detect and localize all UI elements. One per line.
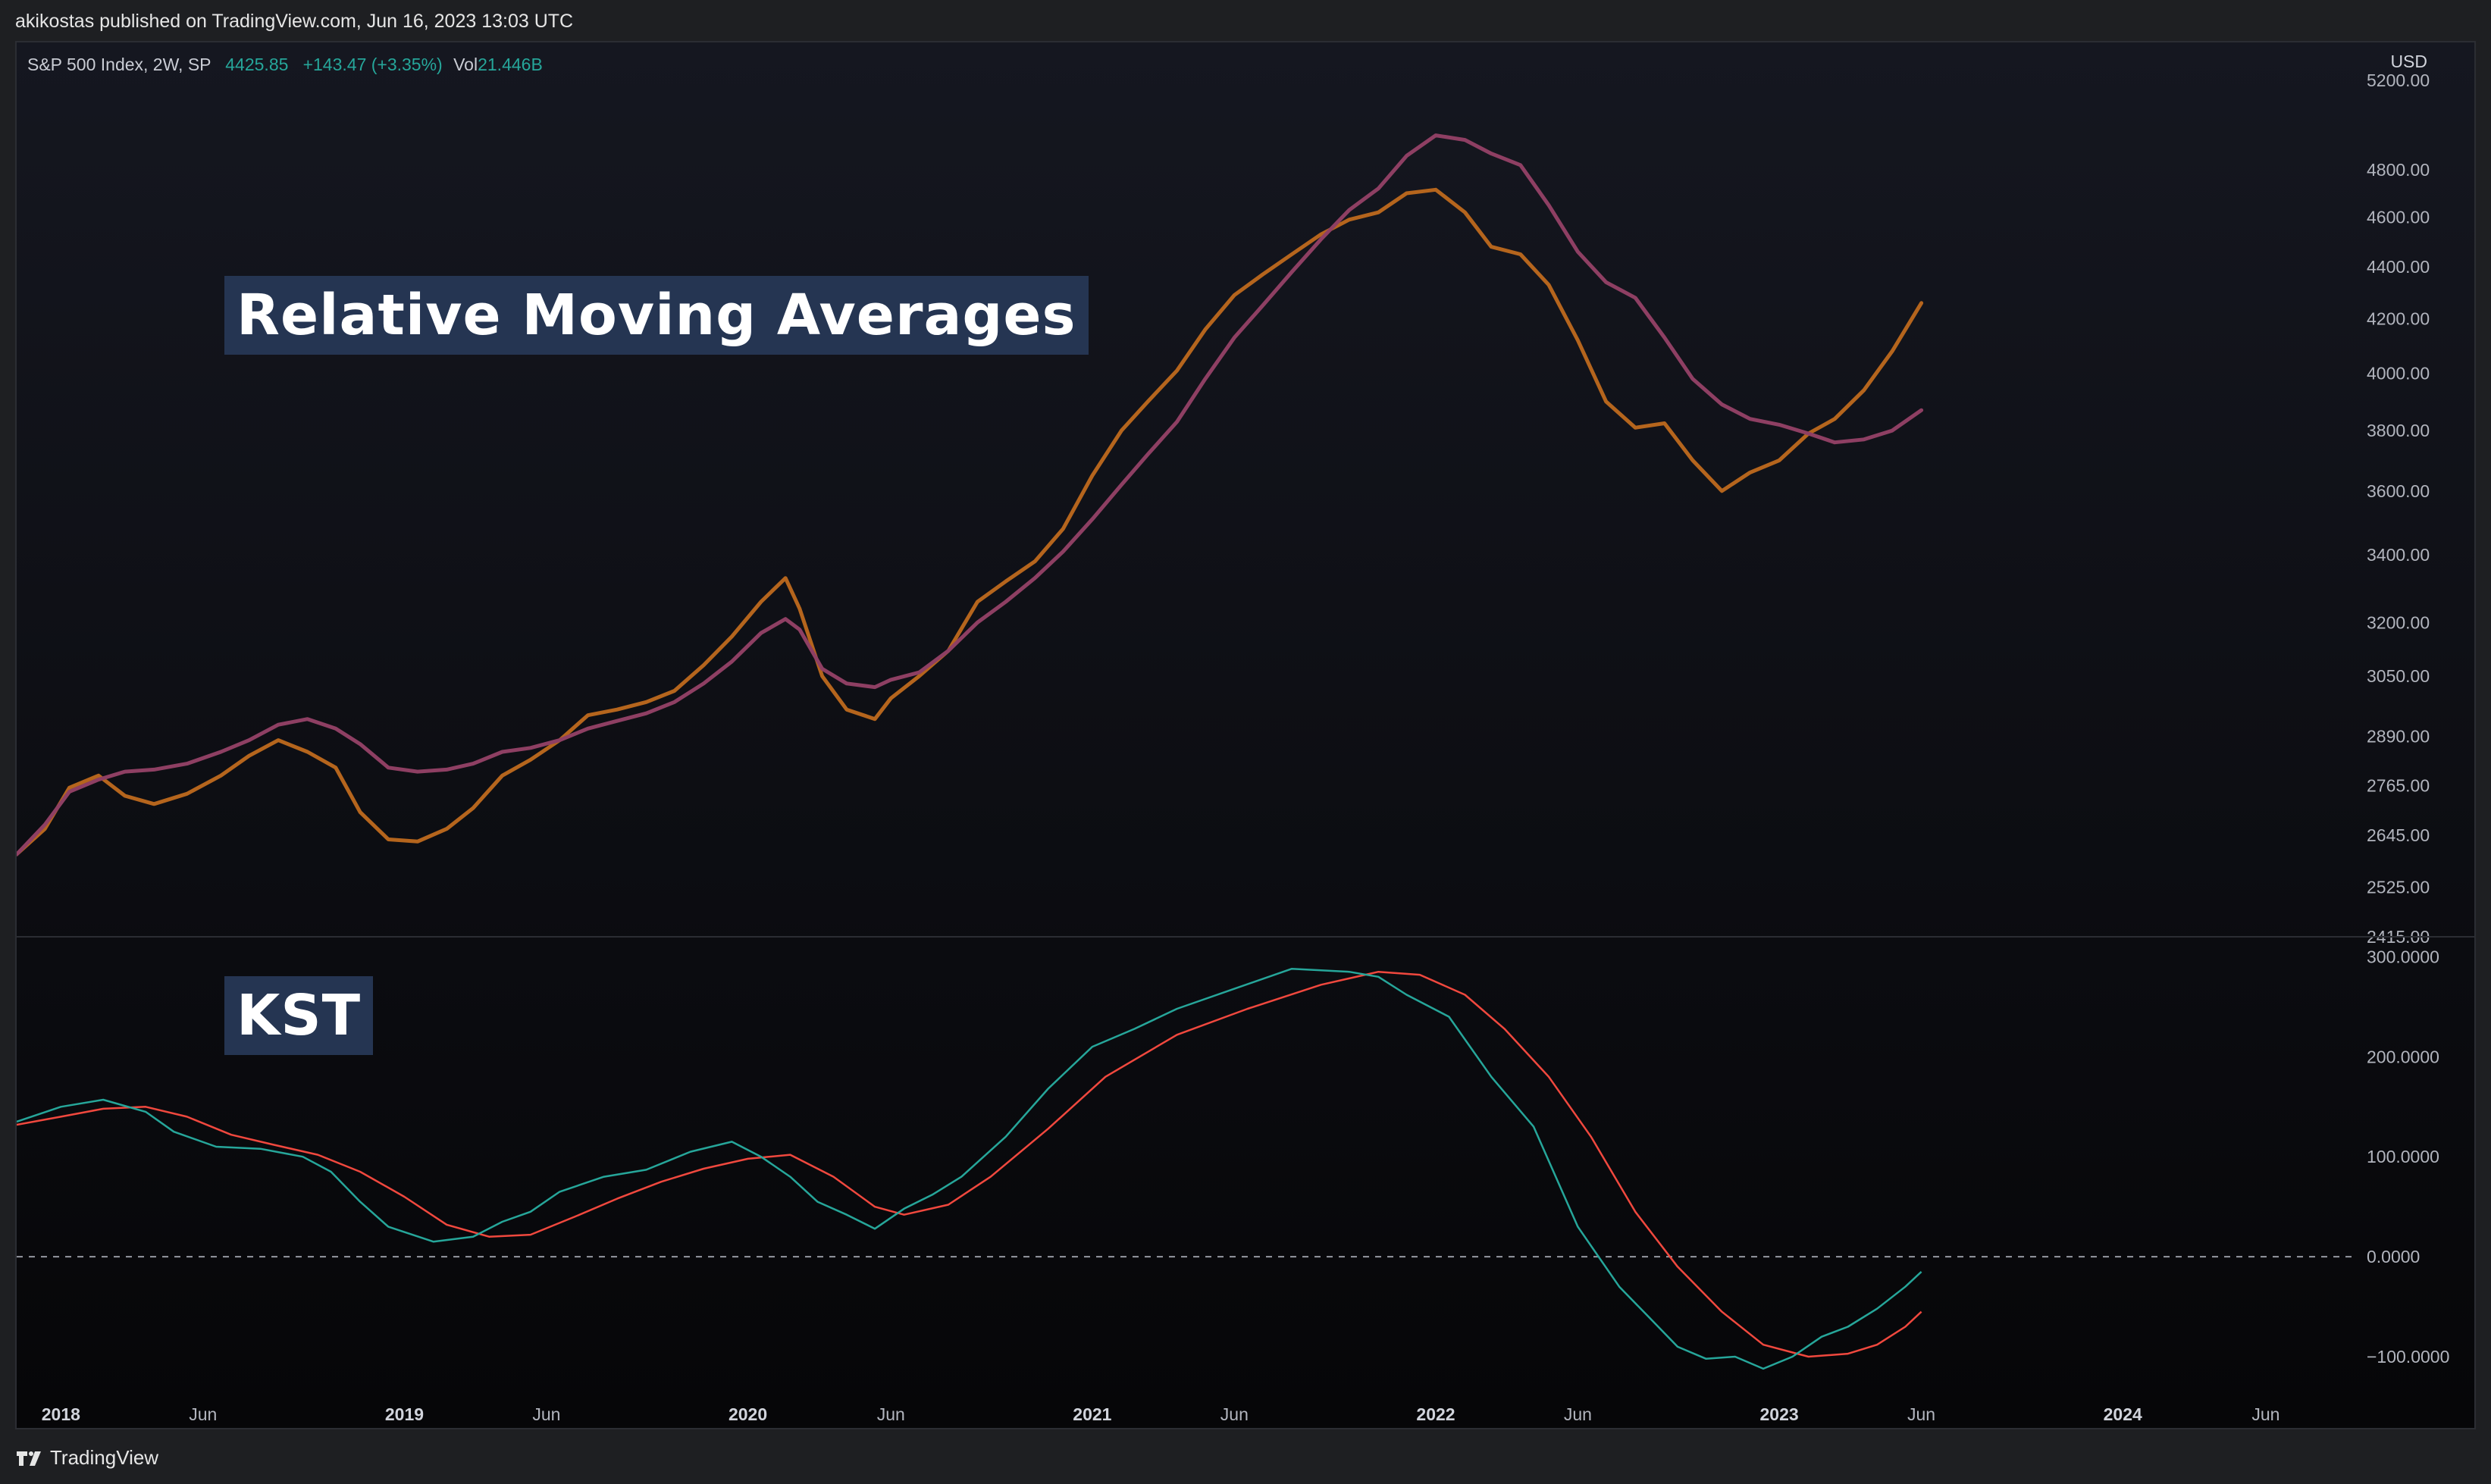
price-axis-tick: 3400.00 — [2367, 545, 2430, 565]
tradingview-logo[interactable]: TradingView — [15, 1446, 158, 1470]
price-axis-tick: 5200.00 — [2367, 70, 2430, 90]
kst-axis-tick: 300.0000 — [2367, 947, 2439, 966]
price-axis-tick: 2765.00 — [2367, 776, 2430, 796]
price-pane: 5200.00 4800.00 4600.00 4400.00 4200.00 4000.… — [17, 70, 2430, 947]
time-axis-tick: Jun — [1564, 1404, 1592, 1424]
tradingview-brand: TradingView — [50, 1446, 159, 1469]
chart-frame[interactable]: 5200.00 4800.00 4600.00 4400.00 4200.00 4000.… — [15, 41, 2476, 1429]
volume-value: 21.446B — [478, 55, 543, 74]
price-axis-tick: 2645.00 — [2367, 825, 2430, 845]
footer: TradingView — [0, 1431, 2491, 1484]
price-axis-tick: 3600.00 — [2367, 481, 2430, 501]
time-axis-tick: 2023 — [1760, 1404, 1799, 1424]
symbol-legend[interactable]: S&P 500 Index, 2W, SP 4425.85 +143.47 (+… — [27, 55, 543, 75]
time-axis-tick: 2024 — [2104, 1404, 2142, 1424]
kst-signal-line — [17, 970, 1922, 1358]
volume-label: Vol — [453, 55, 478, 74]
chart-canvas[interactable]: 5200.00 4800.00 4600.00 4400.00 4200.00 4000.… — [17, 42, 2474, 1428]
time-axis-tick: Jun — [189, 1404, 217, 1424]
publisher-line: akikostas published on TradingView.com, … — [15, 11, 574, 32]
time-axis-tick: 2022 — [1416, 1404, 1455, 1424]
time-axis-tick: Jun — [1907, 1404, 1935, 1424]
slow-moving-average-line — [17, 133, 1924, 856]
time-axis-tick: 2020 — [728, 1404, 767, 1424]
last-price: 4425.85 — [225, 55, 289, 74]
kst-pane: 300.0000 200.0000 100.0000 0.0000 −100.0000 — [17, 947, 2449, 1370]
time-axis-tick: 2021 — [1073, 1404, 1111, 1424]
currency-label[interactable]: USD — [2390, 52, 2427, 71]
kst-axis-tick: 100.0000 — [2367, 1147, 2439, 1166]
top-bar: akikostas published on TradingView.com, … — [0, 0, 2491, 42]
price-axis-tick: 4600.00 — [2367, 208, 2430, 227]
kst-axis-tick: 0.0000 — [2367, 1247, 2420, 1266]
price-axis-tick: 3200.00 — [2367, 612, 2430, 632]
price-axis-tick: 4000.00 — [2367, 364, 2430, 384]
time-axis-tick: Jun — [532, 1404, 560, 1424]
time-axis-tick: Jun — [877, 1404, 905, 1424]
symbol-name: S&P 500 Index, 2W, SP — [27, 55, 212, 74]
annotation-kst: KST — [224, 976, 374, 1055]
price-axis-tick: 4800.00 — [2367, 160, 2430, 180]
tradingview-logo-icon — [17, 1451, 41, 1466]
price-axis-tick: 2890.00 — [2367, 726, 2430, 746]
time-axis-tick: Jun — [2251, 1404, 2280, 1424]
kst-axis-tick: 200.0000 — [2367, 1047, 2439, 1066]
time-axis-tick: 2019 — [385, 1404, 424, 1424]
time-axis: 2018 Jun 2019 Jun 2020 Jun 2021 Jun 2022 Jun 2023 J… — [42, 1404, 2280, 1424]
price-axis-tick: 4200.00 — [2367, 309, 2430, 329]
kst-line — [17, 967, 1922, 1370]
price-axis-tick: 3050.00 — [2367, 666, 2430, 686]
kst-axis-tick: −100.0000 — [2367, 1347, 2449, 1367]
price-axis-tick: 2525.00 — [2367, 877, 2430, 897]
price-change: +143.47 (+3.35%) — [302, 55, 443, 74]
annotation-relative-moving-averages: Relative Moving Averages — [224, 276, 1089, 355]
time-axis-tick: Jun — [1220, 1404, 1249, 1424]
price-axis-tick: 4400.00 — [2367, 257, 2430, 277]
time-axis-tick: 2018 — [42, 1404, 80, 1424]
price-axis-tick: 3800.00 — [2367, 421, 2430, 440]
